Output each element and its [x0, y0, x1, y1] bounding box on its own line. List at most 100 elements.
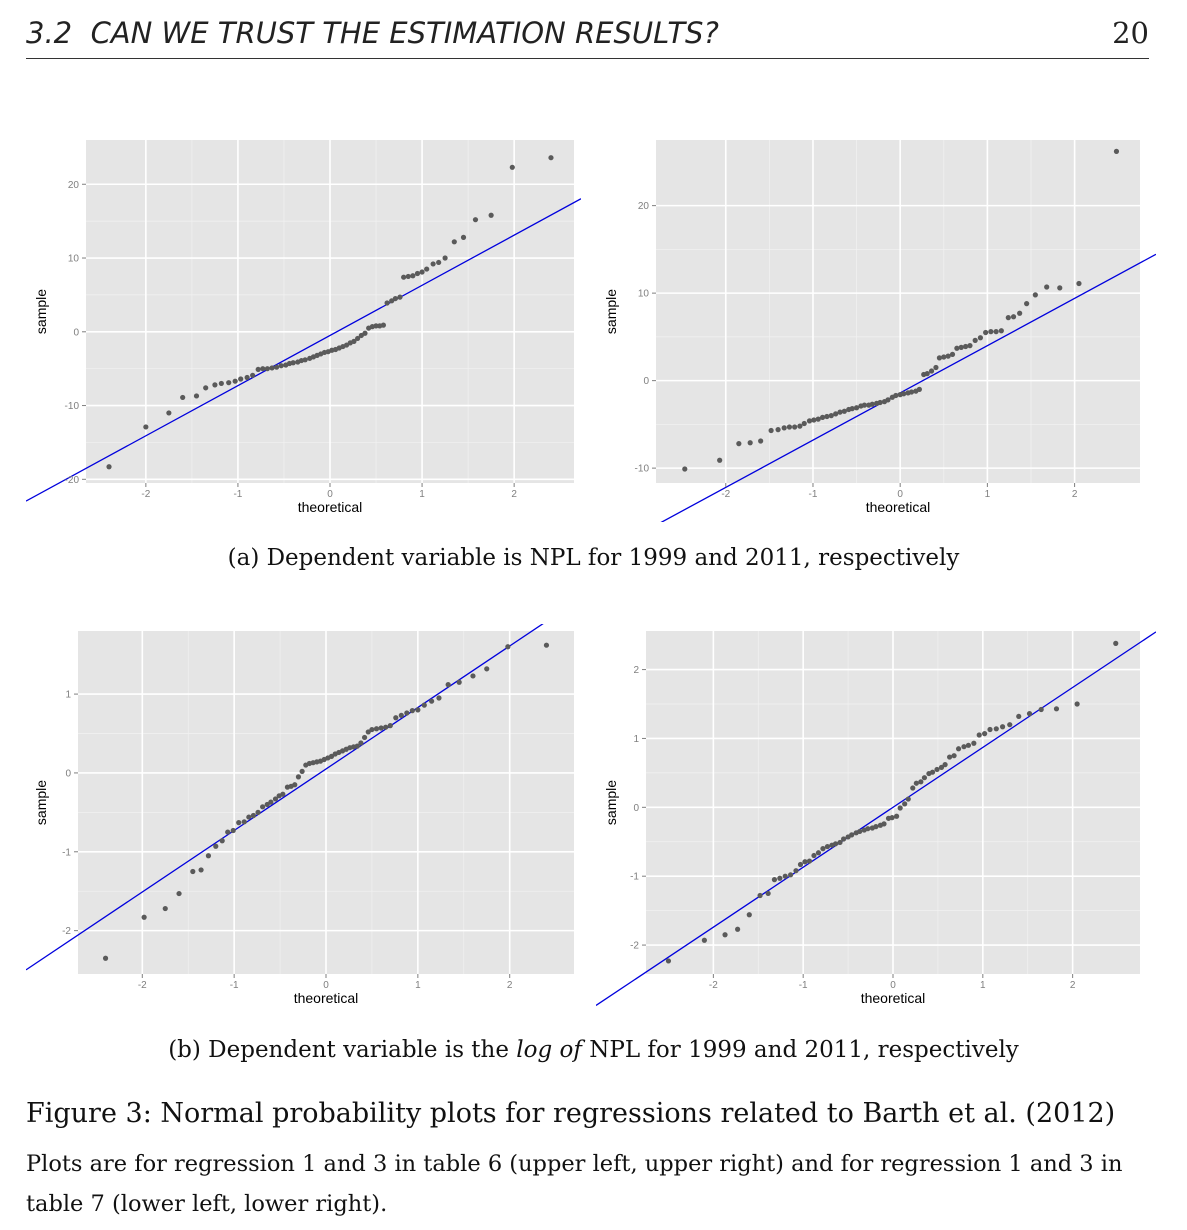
x-axis-title: theoretical [866, 499, 931, 515]
data-point [965, 742, 972, 748]
data-point [811, 417, 817, 423]
x-tick-label: 2 [1070, 980, 1076, 991]
y-tick-label: 20 [638, 201, 650, 212]
data-point [361, 734, 368, 741]
data-point [806, 858, 813, 864]
data-point [373, 323, 379, 329]
y-tick-label: -10 [635, 464, 650, 475]
data-point [180, 394, 186, 401]
data-point [982, 731, 988, 737]
data-point [472, 217, 479, 223]
y-axis-title: sample [603, 780, 619, 825]
data-point [946, 754, 953, 760]
data-point [949, 351, 956, 357]
data-point [828, 413, 834, 419]
reference-line [660, 253, 1156, 522]
data-point [198, 867, 204, 873]
data-point [397, 294, 403, 300]
data-point [1044, 284, 1050, 290]
data-point [781, 425, 787, 431]
data-point [889, 815, 895, 821]
data-point [456, 679, 462, 685]
data-point [921, 775, 928, 781]
data-point [938, 764, 945, 770]
data-point [1024, 301, 1030, 307]
data-point [955, 746, 962, 752]
data-point [942, 762, 948, 768]
data-point [451, 239, 457, 245]
subcaption-b-emphasis: log of [516, 1037, 582, 1063]
data-point [758, 438, 764, 444]
data-point [972, 337, 978, 343]
data-point [409, 708, 415, 714]
data-point [913, 780, 919, 786]
data-point [958, 344, 964, 350]
data-point [924, 371, 930, 377]
x-tick-label: -2 [721, 489, 730, 500]
data-point [365, 729, 371, 735]
x-tick-label: -2 [141, 489, 150, 500]
data-point [853, 405, 860, 411]
data-point [244, 374, 250, 381]
data-point [861, 402, 868, 408]
data-point [225, 829, 231, 835]
data-point [971, 740, 977, 746]
data-point [736, 441, 742, 447]
data-point [945, 353, 951, 359]
y-tick-label: 2 [633, 665, 639, 676]
x-tick-label: -1 [799, 980, 808, 991]
data-point [1053, 706, 1060, 712]
data-point [815, 850, 822, 856]
data-point [901, 391, 907, 397]
data-point [328, 753, 335, 759]
data-point [387, 723, 393, 729]
data-point [833, 411, 839, 417]
data-point [988, 329, 994, 335]
data-point [747, 440, 753, 446]
data-point [355, 335, 361, 342]
data-point [445, 682, 451, 688]
data-point [358, 740, 364, 746]
data-point [219, 838, 225, 844]
x-axis-title: theoretical [298, 499, 363, 515]
data-point [250, 812, 257, 819]
data-point [380, 322, 387, 328]
data-point [302, 357, 308, 363]
data-point [369, 726, 375, 733]
data-point [205, 853, 212, 859]
y-tick-label: 0 [643, 376, 649, 387]
data-point [166, 410, 172, 416]
data-point [401, 274, 407, 280]
data-point [962, 343, 969, 350]
data-point [392, 295, 398, 302]
data-point [797, 423, 803, 429]
x-tick-label: 1 [985, 489, 991, 500]
data-point [460, 234, 467, 240]
data-point [881, 821, 887, 827]
data-point [280, 791, 286, 797]
data-point [264, 801, 270, 808]
y-tick-label: 10 [638, 289, 650, 300]
data-point [793, 868, 799, 874]
data-point [378, 725, 384, 731]
data-point [1074, 701, 1080, 707]
y-tick-label: 1 [65, 690, 71, 701]
data-point [849, 406, 855, 412]
data-point [442, 255, 448, 261]
y-tick-label: -2 [62, 926, 71, 937]
data-point [877, 399, 883, 406]
data-point [351, 338, 357, 344]
data-point [865, 826, 871, 832]
data-point [717, 457, 723, 463]
y-tick-label: 0 [73, 327, 79, 338]
qq-plot-lower-left: -2 -1 0 1 2 -2 -1 0 1 theoretical sample [26, 624, 581, 1014]
y-tick-label: -1 [62, 847, 71, 858]
data-point [203, 385, 209, 391]
data-point [213, 843, 219, 849]
x-axis-title: theoretical [861, 990, 926, 1006]
y-axis-title: sample [603, 289, 619, 334]
data-point [797, 861, 804, 868]
data-point [543, 642, 550, 648]
data-point [393, 715, 399, 721]
